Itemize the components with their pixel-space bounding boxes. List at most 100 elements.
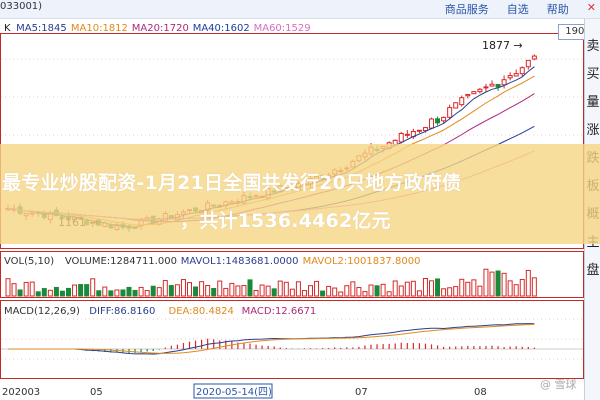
link-watchlist[interactable]: 自选: [506, 3, 529, 16]
price-pane: [0, 33, 584, 249]
right-panel-item-2[interactable]: 量: [586, 95, 600, 110]
right-panel-item-1[interactable]: 买: [586, 67, 600, 82]
volume-bar: [441, 288, 447, 297]
volume-bar: [187, 282, 192, 297]
right-panel-item-8[interactable]: 盘: [586, 263, 600, 278]
news-banner: [0, 144, 600, 244]
volume-bar: [259, 284, 265, 297]
volume-bar: [380, 283, 386, 297]
volume-bar: [501, 272, 507, 297]
vol-legend-1: VOLUME:1284711.000: [65, 256, 177, 267]
volume-bar: [108, 290, 114, 297]
volume-bar: [156, 287, 162, 297]
macd-diff-line: [8, 323, 535, 355]
candle-body: [422, 127, 428, 132]
volume-bar: [211, 287, 217, 297]
volume-bar: [489, 271, 495, 297]
high-price-label: 1877 →: [482, 39, 523, 52]
volume-bar: [531, 277, 537, 297]
macd-dea-line: [8, 323, 535, 354]
macd-legend-3: MACD:12.6671: [242, 306, 317, 317]
stock-code: 033001): [0, 1, 43, 12]
volume-bar: [150, 285, 156, 297]
volume-bar: [525, 269, 531, 297]
candle-body: [531, 55, 537, 60]
volume-bar: [205, 284, 211, 297]
macd-legend-0: MACD(12,26,9): [4, 306, 80, 317]
candle-body: [495, 83, 501, 88]
watermark: @ 雪球: [540, 378, 577, 391]
volume-bar: [289, 288, 295, 297]
volume-bar: [320, 290, 326, 297]
volume-bar: [422, 277, 428, 297]
ma-legend-4: MA40:1602: [193, 23, 250, 34]
volume-bar: [72, 284, 78, 297]
volume-bar: [326, 285, 332, 297]
candle-body: [416, 129, 422, 132]
candle-body: [513, 73, 519, 77]
candle-body: [525, 59, 531, 68]
candle-body: [519, 67, 525, 75]
volume-bar: [47, 289, 53, 297]
x-axis-label-3: 07: [355, 387, 368, 398]
candle-body: [471, 91, 477, 95]
volume-bar: [132, 289, 138, 297]
volume-bar: [416, 290, 422, 297]
ma-legend-5: MA60:1529: [254, 23, 311, 34]
banner-subline: ，共计1536.4462亿元: [180, 210, 391, 232]
volume-bar: [495, 270, 501, 297]
volume-bar: [507, 280, 513, 297]
volume-bar: [429, 280, 434, 297]
ma-legend-3: MA20:1720: [132, 23, 189, 34]
ma-legend-0: K: [4, 23, 11, 34]
candle-body: [447, 107, 453, 118]
volume-bar: [174, 284, 180, 297]
link-services[interactable]: 商品服务: [444, 3, 489, 16]
volume-bar: [471, 279, 477, 297]
candle-body: [459, 97, 465, 106]
candle-body: [477, 88, 483, 93]
volume-bar: [271, 288, 277, 297]
volume-bar: [513, 284, 519, 297]
right-panel-item-3[interactable]: 涨: [586, 123, 600, 138]
macd-legend-1: DIFF:86.8160: [89, 306, 155, 317]
volume-bar: [398, 285, 404, 297]
volume-bar: [84, 284, 90, 297]
volume-bar: [362, 291, 368, 297]
volume-bar: [168, 285, 174, 297]
volume-bar: [453, 286, 459, 297]
vol-legend-2: MAVOL1:1483681.0000: [181, 256, 299, 267]
volume-bar: [114, 289, 120, 297]
volume-bar: [53, 286, 59, 297]
volume-bar: [483, 268, 489, 297]
volume-bar: [435, 278, 441, 297]
volume-bar: [374, 285, 380, 297]
volume-bar: [229, 282, 235, 297]
x-axis-label-1: 05: [90, 387, 103, 398]
volume-bar: [356, 287, 362, 297]
volume-bar: [344, 285, 350, 297]
volume-bar: [338, 291, 344, 297]
right-panel-item-0[interactable]: 卖: [586, 39, 600, 54]
volume-bar: [102, 286, 108, 297]
volume-bar: [301, 290, 307, 297]
volume-bar: [199, 281, 205, 297]
candle-body: [489, 83, 495, 87]
volume-bar: [368, 284, 374, 297]
ma-legend-1: MA5:1845: [16, 23, 67, 34]
volume-bar: [314, 280, 320, 297]
link-help[interactable]: 帮助: [546, 3, 569, 16]
volume-bar: [193, 286, 199, 297]
top-bar: 033001) 商品服务 自选 帮助 ✕: [0, 0, 600, 19]
vol-legend-0: VOL(5,10): [4, 256, 54, 267]
toolbar-links: 商品服务 自选 帮助 ✕: [445, 1, 596, 17]
volume-bar: [283, 281, 289, 297]
volume-bar: [66, 287, 71, 297]
candle-body: [429, 118, 434, 129]
volume-bar: [386, 291, 392, 297]
volume-bar: [447, 287, 453, 297]
volume-bar: [217, 280, 223, 297]
candle-body: [453, 102, 459, 109]
volume-bar: [59, 290, 65, 297]
close-icon[interactable]: ✕: [586, 1, 596, 14]
